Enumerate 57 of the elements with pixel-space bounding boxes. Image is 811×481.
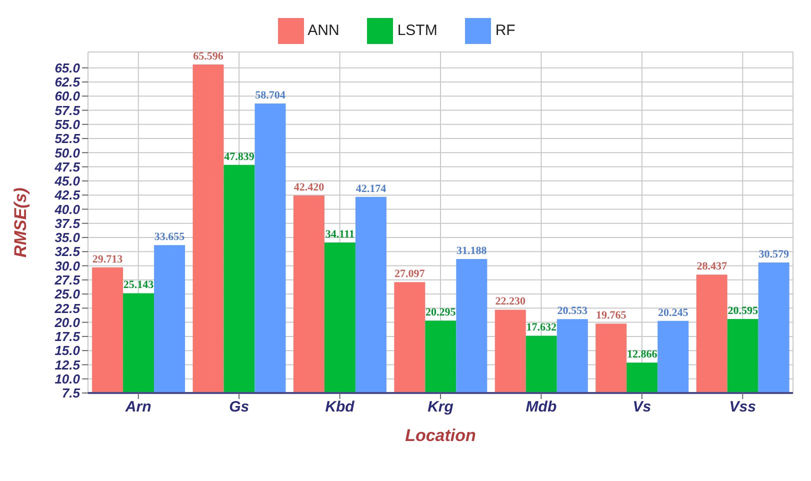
y-tick-label: 40.0: [54, 202, 81, 217]
y-tick-label: 10.0: [54, 371, 81, 386]
x-tick-label: Arn: [124, 398, 152, 416]
y-tick-label: 47.5: [54, 159, 81, 174]
data-label: 25.143: [123, 279, 154, 292]
x-tick-label: Gs: [229, 398, 250, 416]
data-label: 58.704: [255, 89, 286, 102]
y-tick-label: 30.0: [54, 258, 81, 274]
y-tick-label: 20.0: [54, 314, 81, 330]
legend-label: RF: [495, 22, 516, 39]
data-label: 17.632: [526, 322, 558, 334]
data-label: 34.111: [325, 228, 354, 241]
y-tick-label: 42.5: [54, 188, 81, 203]
y-tick-label: 15.0: [54, 343, 81, 358]
y-tick-label: 55.0: [54, 117, 81, 132]
data-label: 20.595: [728, 304, 758, 317]
data-label: 28.437: [696, 260, 728, 273]
data-label: 65.596: [193, 50, 224, 62]
data-label: 27.097: [394, 268, 426, 280]
x-axis-title: Location: [405, 426, 476, 445]
data-label: 42.420: [294, 182, 325, 194]
y-tick-label: 37.5: [54, 216, 81, 231]
x-tick-label: Kbd: [325, 398, 356, 416]
y-tick-label: 7.5: [62, 386, 81, 401]
y-tick-label: 25.0: [54, 286, 81, 302]
data-label: 42.174: [356, 182, 387, 195]
y-tick-label: 45.0: [54, 174, 81, 189]
data-label: 12.866: [626, 348, 658, 361]
legend-label: LSTM: [397, 22, 438, 39]
x-tick-label: Mdb: [526, 398, 557, 416]
y-tick-label: 17.5: [54, 329, 81, 344]
y-tick-label: 60.0: [54, 88, 81, 104]
y-tick-label: 12.5: [54, 357, 81, 372]
y-tick-label: 50.0: [54, 145, 81, 160]
data-label: 47.839: [224, 150, 255, 163]
data-label: 29.713: [92, 253, 124, 266]
data-label: 22.230: [495, 296, 526, 308]
data-label: 33.655: [154, 231, 186, 244]
y-tick-label: 35.0: [54, 230, 81, 246]
y-tick-label: 22.5: [54, 300, 81, 316]
y-tick-label: 65.0: [54, 60, 81, 76]
y-tick-label: 57.5: [54, 102, 81, 118]
data-label: 20.295: [426, 306, 456, 319]
y-tick-label: 27.5: [54, 272, 81, 288]
data-label: 30.579: [758, 248, 790, 260]
data-label: 20.553: [557, 305, 588, 318]
y-axis-title: RMSE(s): [11, 187, 30, 258]
y-tick-label: 52.5: [54, 131, 81, 146]
data-label: 20.245: [658, 306, 689, 319]
x-tick-label: Krg: [428, 398, 454, 416]
data-label: 31.188: [456, 245, 488, 258]
x-tick-label: Vss: [729, 398, 756, 416]
x-tick-label: Vs: [632, 398, 652, 416]
y-tick-label: 62.5: [54, 74, 81, 90]
legend-label: ANN: [308, 22, 340, 39]
data-label: 19.765: [596, 310, 627, 322]
y-tick-label: 32.5: [54, 244, 81, 260]
